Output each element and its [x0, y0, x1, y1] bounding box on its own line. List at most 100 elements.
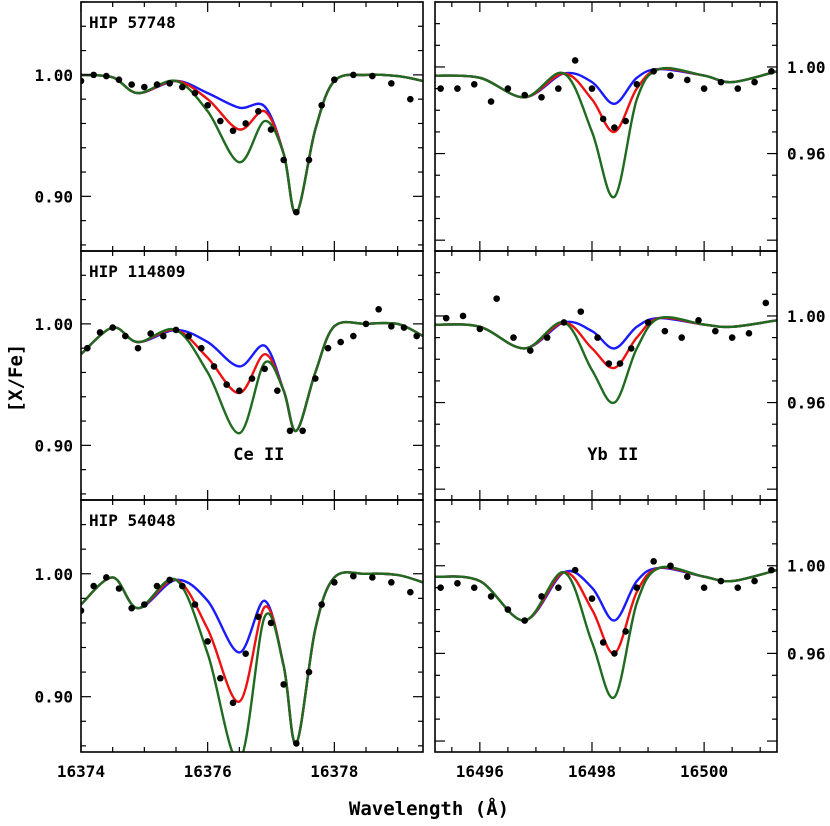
data-point [745, 329, 753, 337]
data-point [96, 329, 104, 336]
data-point [543, 334, 551, 341]
panel-middle-right: 1.00 0.96 Yb II [434, 250, 826, 501]
data-point [678, 334, 685, 341]
y-tick-label: 0.96 [787, 394, 826, 413]
data-point [109, 324, 116, 331]
data-point [751, 577, 758, 585]
data-point [324, 344, 332, 352]
star-label: HIP 114809 [89, 262, 185, 281]
data-point [280, 681, 287, 688]
data-point [616, 360, 624, 367]
data-point [527, 347, 534, 354]
series-line-green [435, 316, 777, 404]
x-tick-label: 16374 [57, 762, 105, 781]
data-point [103, 574, 110, 581]
data-point [242, 650, 249, 657]
series-line-red [435, 67, 777, 134]
x-tick-label: 16378 [310, 762, 358, 781]
data-point [717, 78, 725, 86]
data-point [362, 320, 370, 328]
data-point [627, 345, 635, 352]
data-point [470, 80, 478, 88]
data-point [305, 668, 313, 676]
panel-top-left: 1.00 0.90 HIP 57748 [34, 1, 424, 252]
data-point [538, 593, 545, 600]
data-point [555, 85, 562, 92]
panels-group: 1.00 0.90 HIP 57748 1.00 0.96 1.00 0.90 HIP 114… [34, 1, 826, 781]
series-line-green [81, 571, 423, 752]
x-tick-label: 16496 [456, 762, 504, 781]
y-tick-label: 0.96 [787, 145, 826, 164]
data-point [717, 577, 725, 585]
series-line-red [81, 571, 423, 745]
data-point [599, 639, 607, 646]
data-point [751, 78, 758, 86]
panel-frame [434, 499, 778, 753]
data-point [588, 595, 596, 602]
plot-area [81, 571, 423, 752]
data-point [470, 584, 478, 591]
data-point [153, 582, 161, 590]
y-tick-label: 0.96 [787, 644, 826, 663]
data-point [267, 126, 275, 133]
data-point [179, 83, 186, 91]
data-point [229, 699, 237, 707]
data-point [134, 344, 142, 352]
x-tick-label: 16376 [184, 762, 232, 781]
data-point [172, 326, 180, 334]
data-point [160, 332, 167, 340]
panel-bottom-right: 1.00 0.96 16496 16498 16500 [434, 499, 826, 781]
data-point [236, 387, 243, 394]
data-point [141, 83, 148, 91]
data-point [504, 606, 512, 613]
data-point [267, 619, 275, 627]
data-point [683, 573, 691, 580]
data-point [350, 572, 357, 580]
data-point [299, 427, 306, 435]
data-point [644, 319, 652, 326]
data-point [768, 67, 775, 75]
plot-area [81, 71, 423, 216]
plot-area [435, 558, 777, 699]
data-point [454, 85, 461, 92]
data-point [84, 344, 91, 352]
data-point [141, 601, 148, 608]
data-point [128, 81, 135, 88]
data-point [248, 375, 256, 382]
y-tick-label: 1.00 [34, 66, 73, 85]
plot-area [435, 57, 777, 199]
data-point [166, 80, 173, 87]
data-point [388, 323, 395, 330]
data-point [198, 344, 205, 352]
data-point [521, 617, 529, 624]
data-point [369, 72, 376, 80]
data-point [599, 115, 607, 123]
y-tick-label: 0.90 [34, 436, 73, 455]
data-point [185, 332, 192, 340]
data-point [274, 387, 281, 394]
data-point [128, 604, 135, 612]
data-point [318, 101, 325, 109]
data-point [611, 124, 618, 131]
data-point [695, 316, 702, 324]
data-point [700, 584, 708, 591]
data-point [261, 365, 268, 373]
data-point [229, 127, 237, 135]
y-tick-label: 1.00 [34, 315, 73, 334]
star-label: HIP 57748 [89, 13, 176, 32]
data-point [223, 381, 230, 388]
series-line-green [435, 565, 777, 699]
x-tick-label: 16498 [568, 762, 616, 781]
panel-frame [80, 1, 424, 252]
data-point [459, 312, 467, 320]
data-point [734, 85, 742, 92]
data-point [369, 574, 376, 581]
data-point [331, 579, 338, 586]
data-point [594, 334, 601, 341]
data-point [588, 85, 596, 92]
data-point [571, 57, 579, 64]
data-point [293, 740, 300, 747]
series-line-green [435, 66, 777, 199]
data-point [650, 558, 657, 565]
